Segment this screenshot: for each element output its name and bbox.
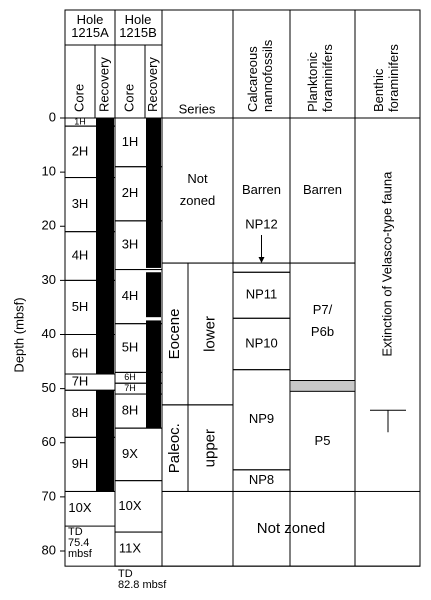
- tick-label: 80: [42, 542, 56, 557]
- benthic-header: foraminifers: [386, 44, 401, 112]
- bottom-zone: [161, 490, 421, 567]
- td-label: 82.8 mbsf: [118, 579, 167, 591]
- planktonic-zone-label: Barren: [303, 182, 342, 197]
- epoch-label: Paleoc.: [166, 423, 183, 473]
- core-label: 10X: [68, 500, 91, 515]
- planktonic-zone-label: P5: [315, 433, 331, 448]
- nannofossil-zone-label: NP11: [246, 287, 278, 302]
- core-label: 8H: [72, 405, 89, 420]
- planktonic-zone-label: P7/: [313, 302, 333, 317]
- core-header: Core: [121, 84, 136, 112]
- nannofossil-zone-label: NP9: [249, 411, 274, 426]
- recovery: [96, 118, 114, 375]
- hole-name: Hole: [125, 12, 152, 27]
- core-label: 3H: [72, 196, 89, 211]
- tick-label: 20: [42, 218, 56, 233]
- core-label: 4H: [122, 288, 139, 303]
- tick-label: 70: [42, 488, 56, 503]
- hole-name: 1215A: [71, 25, 109, 40]
- nannofossil-zone-label: Barren: [242, 182, 281, 197]
- benthic-header: Benthic: [371, 68, 386, 112]
- series-header: Series: [179, 101, 216, 116]
- td-label: mbsf: [68, 548, 93, 560]
- epoch-label: Eocene: [166, 309, 183, 360]
- subepoch-label: lower: [201, 316, 218, 352]
- series-zone-label: Not: [187, 171, 208, 186]
- planktonic-zone: [289, 262, 356, 382]
- tick-label: 40: [42, 326, 56, 341]
- arrow-head: [258, 257, 265, 264]
- subepoch-label: upper: [201, 429, 218, 467]
- tick-label: 30: [42, 272, 56, 287]
- core-label: 9X: [122, 446, 138, 461]
- td-label: TD: [68, 526, 83, 538]
- series-zone-label: zoned: [180, 193, 215, 208]
- planktonic-header: foraminifers: [320, 44, 335, 112]
- nannofossil-zone-label: NP10: [245, 335, 278, 350]
- core-header: Core: [71, 84, 86, 112]
- core-label: 5H: [122, 339, 139, 354]
- core-label: 7H: [124, 383, 136, 393]
- tick-label: 0: [49, 109, 56, 124]
- core-label: 8H: [122, 403, 139, 418]
- core-label: 9H: [72, 456, 89, 471]
- core-label: 3H: [122, 237, 139, 252]
- core-label: 7H: [72, 374, 89, 389]
- core-label: 10X: [118, 498, 141, 513]
- axis-label: Depth (mbsf): [11, 297, 26, 372]
- core-label: 1H: [122, 134, 139, 149]
- series-zone: [161, 117, 234, 264]
- nannofossil-zone-label: NP12: [245, 216, 278, 231]
- nannofossil-zone: [232, 262, 291, 273]
- benthic-event: Extinction of Velasco-type fauna: [379, 171, 394, 357]
- recovery: [96, 390, 114, 492]
- recovery: [146, 118, 161, 268]
- core-label: 1H: [74, 116, 86, 126]
- nannofossil-zone-label: NP8: [249, 472, 274, 487]
- band: [291, 380, 354, 392]
- recovery-header: Recovery: [145, 57, 160, 112]
- core-label: 6H: [124, 372, 136, 382]
- core-label: 11X: [119, 541, 141, 556]
- td-label: 75.4: [68, 537, 89, 549]
- core-label: 4H: [72, 247, 89, 262]
- core-label: 2H: [122, 185, 139, 200]
- bottom-zone-label: Not zoned: [257, 520, 325, 537]
- td-label: TD: [118, 568, 133, 580]
- nannofossil-header: Calcareous: [245, 46, 260, 112]
- planktonic-header: Planktonic: [305, 52, 320, 112]
- core-label: 2H: [72, 143, 89, 158]
- recovery-header: Recovery: [96, 57, 111, 112]
- tick-label: 50: [42, 380, 56, 395]
- tick-label: 10: [42, 164, 56, 179]
- core-label: 5H: [72, 299, 89, 314]
- recovery: [146, 272, 161, 318]
- recovery: [146, 320, 161, 429]
- core-label: 6H: [72, 346, 89, 361]
- frame: [64, 9, 421, 567]
- nannofossil-header: nannofossils: [260, 39, 275, 112]
- planktonic-zone-label: P6b: [311, 324, 334, 339]
- tick-label: 60: [42, 434, 56, 449]
- hole-name: 1215B: [119, 25, 157, 40]
- hole-name: Hole: [77, 12, 104, 27]
